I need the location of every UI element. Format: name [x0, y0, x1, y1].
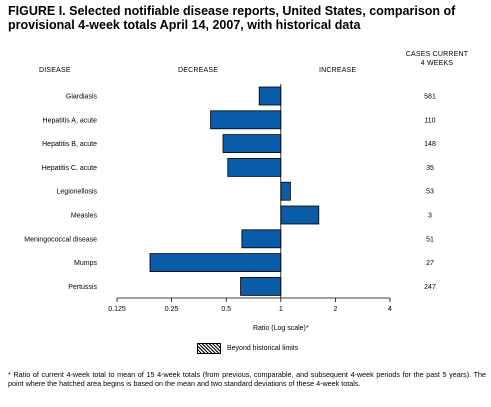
bar-6 [241, 229, 282, 249]
x-axis-title: Ratio (Log scale)* [253, 325, 309, 332]
bar-2 [222, 134, 282, 154]
figure-title-line-1: FIGURE I. Selected notifiable disease re… [8, 4, 456, 18]
cases-value-7: 27 [426, 260, 434, 267]
cases-value-3: 35 [426, 165, 434, 172]
category-label-1: Hepatitis A, acute [43, 117, 98, 124]
category-label-6: Meningococcal disease [24, 236, 97, 243]
x-tick-label-2: 0.5 [221, 306, 231, 313]
category-label-8: Pertussis [68, 284, 97, 291]
category-label-2: Hepatitis B, acute [42, 141, 97, 148]
bar-7 [149, 253, 282, 273]
cases-value-0: 581 [424, 94, 436, 101]
bar-5 [280, 205, 320, 225]
cases-value-8: 247 [424, 284, 436, 291]
legend: Beyond historical limits [197, 343, 298, 354]
disease-column-header: DISEASE [39, 67, 71, 74]
cases-value-5: 3 [428, 213, 432, 220]
legend-label: Beyond historical limits [227, 345, 299, 352]
category-label-3: Hepatitis C, acute [42, 165, 97, 172]
cases-column-header: CASES CURRENT 4 WEEKS [402, 50, 472, 68]
x-tick-label-5: 4 [388, 306, 392, 313]
footnote: * Ratio of current 4-week total to mean … [8, 370, 486, 388]
x-tick-label-4: 2 [333, 306, 337, 313]
x-tick-label-1: 0.25 [165, 306, 179, 313]
increase-header: INCREASE [319, 67, 357, 74]
cases-value-6: 51 [426, 236, 434, 243]
cases-header-line-2: 4 WEEKS [420, 60, 454, 67]
cases-value-4: 53 [426, 189, 434, 196]
x-tick-label-3: 1 [279, 306, 283, 313]
cases-header-line-1: CASES CURRENT [405, 51, 469, 58]
figure-title: FIGURE I. Selected notifiable disease re… [8, 4, 486, 32]
hatched-legend-swatch [197, 343, 221, 354]
bar-3 [227, 157, 282, 177]
figure-title-line-2: provisional 4-week totals April 14, 2007… [8, 18, 361, 32]
bar-8 [240, 276, 282, 296]
x-tick-label-0: 0.125 [108, 306, 126, 313]
decrease-header: DECREASE [178, 67, 219, 74]
category-label-4: Legionellosis [57, 189, 98, 196]
cases-value-2: 148 [424, 141, 436, 148]
bar-0 [258, 86, 282, 106]
cases-value-1: 110 [424, 117, 435, 124]
category-label-0: Giardiasis [66, 94, 98, 101]
bar-1 [210, 110, 282, 130]
category-label-7: Mumps [74, 260, 97, 267]
category-label-5: Measles [71, 213, 98, 220]
bar-4 [280, 181, 291, 201]
